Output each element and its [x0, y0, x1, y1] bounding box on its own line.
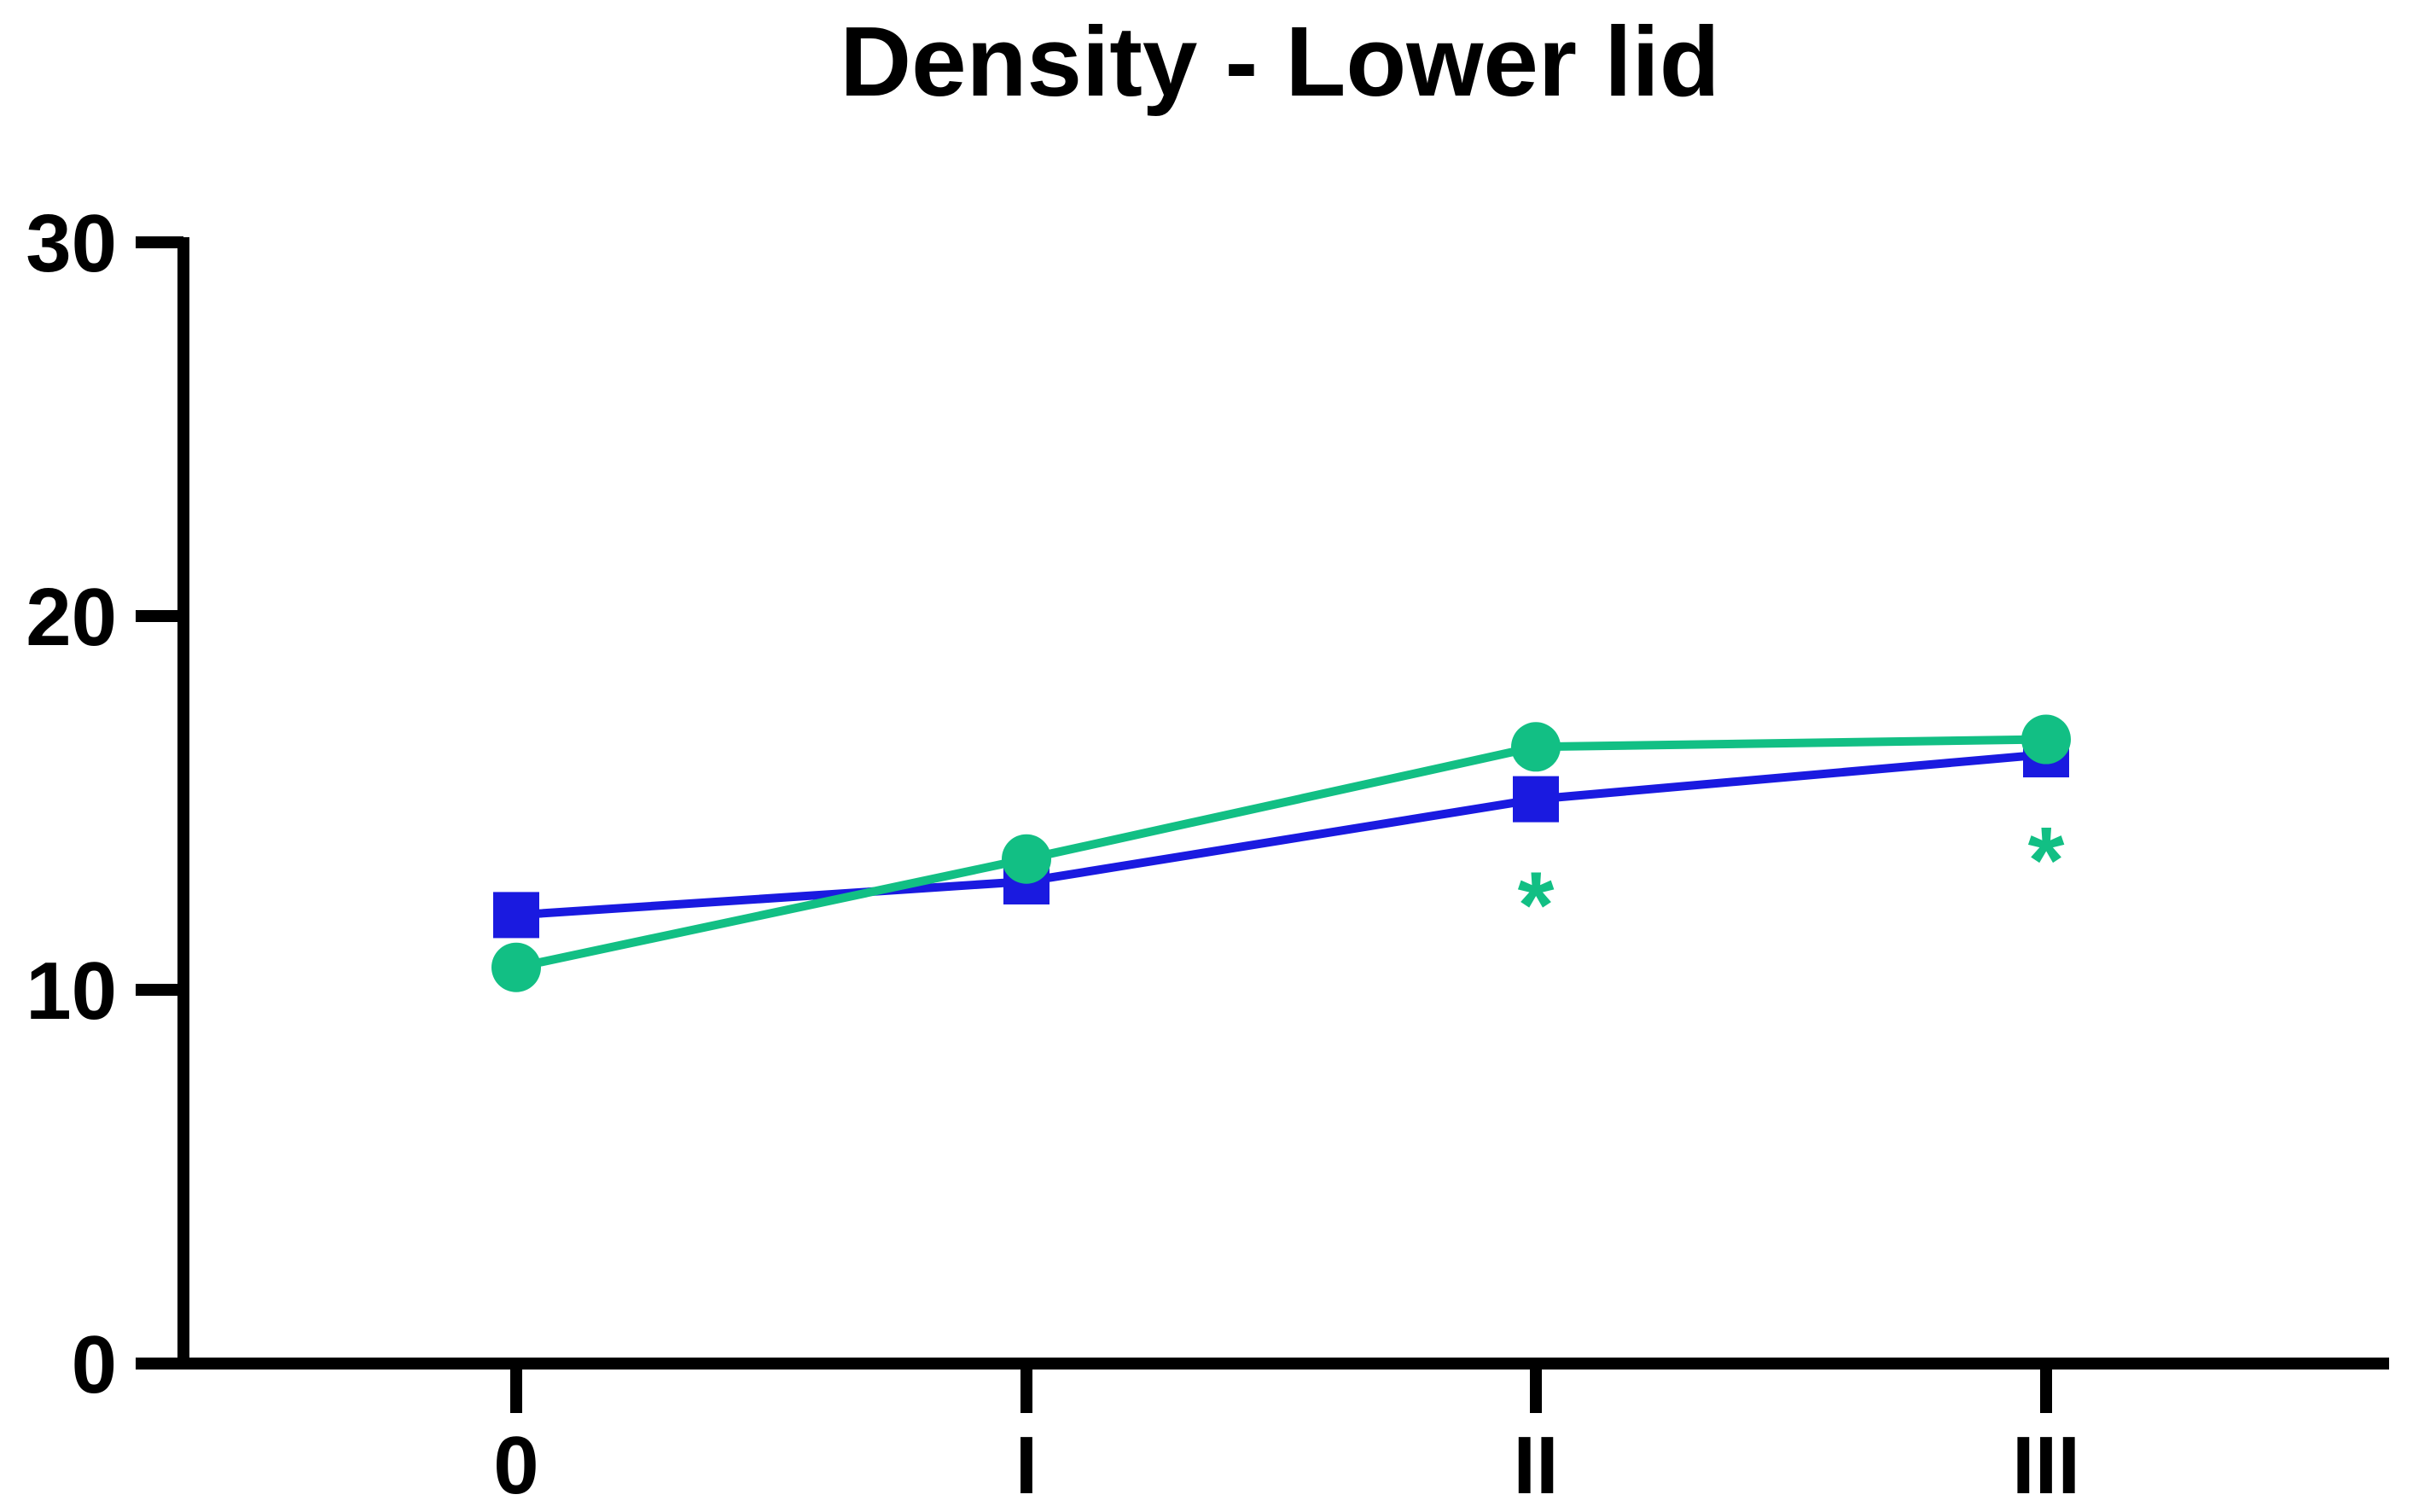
x-tick-label: 0 [493, 1420, 538, 1511]
series-2 [491, 714, 2071, 992]
series-1 [493, 731, 2069, 939]
significance-marker: * [1518, 853, 1555, 958]
x-tick-label: III [2012, 1420, 2080, 1511]
chart-title: Density - Lower lid [840, 6, 1719, 117]
y-tick-label: 10 [26, 945, 117, 1037]
y-tick-label: 0 [72, 1319, 117, 1410]
data-point [1511, 722, 1561, 772]
data-point [2021, 714, 2071, 765]
series-line [515, 735, 2047, 972]
data-point [1002, 834, 1051, 884]
series-line [515, 750, 2047, 920]
data-point [1513, 776, 1559, 823]
x-tick-label: I [1015, 1420, 1038, 1511]
x-tick-label: II [1513, 1420, 1558, 1511]
data-point [491, 942, 541, 992]
y-tick-label: 30 [26, 198, 117, 289]
data-point [493, 892, 539, 939]
annotation-layer: * * [1518, 808, 2065, 958]
series-layer [491, 714, 2071, 992]
y-tick-label: 20 [26, 572, 117, 663]
significance-marker: * [2028, 808, 2065, 913]
